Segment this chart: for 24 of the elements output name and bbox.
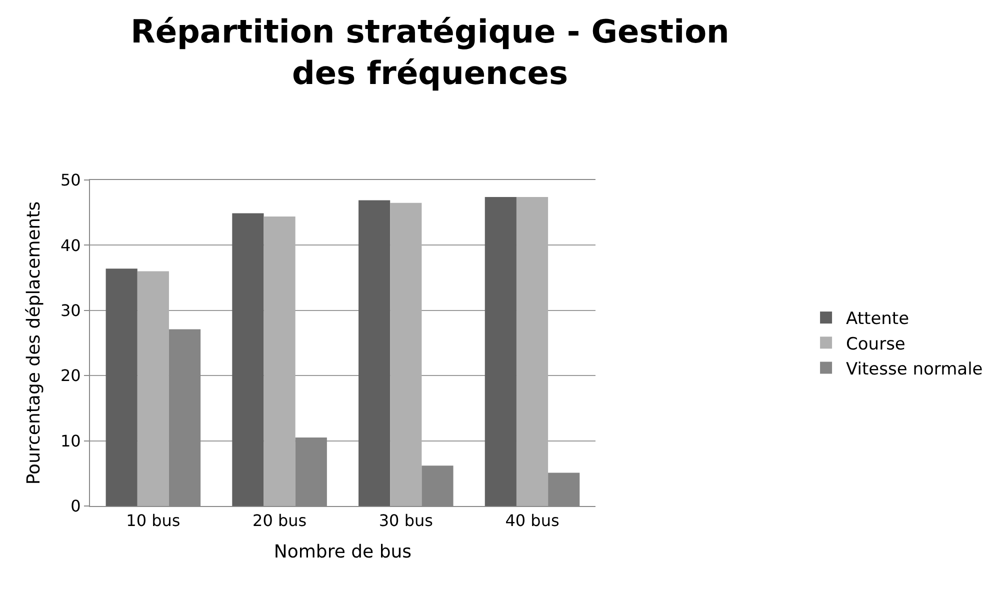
x-tick-label: 10 bus (126, 511, 180, 530)
bar (137, 271, 169, 506)
y-tick-label: 40 (60, 236, 81, 255)
bar (264, 216, 296, 506)
bar (232, 213, 264, 506)
bar (106, 268, 138, 506)
legend-label: Vitesse normale (846, 359, 983, 380)
bar (484, 196, 516, 506)
x-tick-label: 30 bus (378, 511, 433, 530)
y-axis-title: Pourcentage des déplacements (24, 201, 45, 485)
legend-label: Course (846, 334, 906, 354)
y-tick-label: 20 (60, 366, 81, 386)
y-tick-label: 30 (60, 301, 81, 320)
y-tick-label: 50 (60, 170, 81, 190)
y-tick-label: 10 (60, 431, 81, 450)
bar (390, 202, 422, 506)
x-tick-label: 20 bus (252, 511, 307, 530)
x-axis-title: Nombre de bus (274, 541, 412, 562)
legend-label: Attente (846, 309, 910, 330)
bar (516, 196, 548, 506)
y-tick-label: 0 (70, 496, 81, 516)
bar (358, 200, 390, 506)
x-tick-label: 40 bus (505, 511, 560, 530)
chart-title: Répartition stratégique - Gestion des fréquences (130, 12, 730, 92)
